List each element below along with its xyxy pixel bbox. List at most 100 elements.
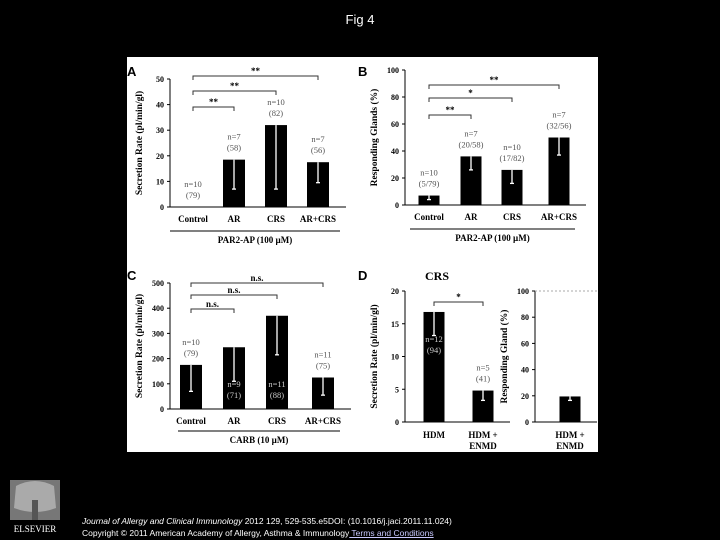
n-label: n=7 [311,134,324,144]
y-tick-label: 100 [152,380,164,389]
citation: Journal of Allergy and Clinical Immunolo… [82,515,452,539]
x-tick-label: CRS [268,416,286,426]
n-label: n=10 [267,97,285,107]
y-tick-label: 5 [395,385,399,394]
y-tick-label: 100 [517,287,529,296]
n-label: n=10 [182,337,200,347]
n-label: n=11 [314,350,331,360]
y-tick-label: 80 [391,93,399,102]
significance-label: n.s. [206,299,219,309]
count-label: (32/56) [546,121,571,131]
x-tick-label: Control [414,212,444,222]
y-tick-label: 15 [391,320,399,329]
significance-bracket [428,97,513,102]
y-axis-label: Secretion Rate (pl/min/gl) [134,294,145,398]
group-label: CARB (10 µM) [230,435,289,445]
x-tick-label: HDM [423,430,446,440]
x-tick-label: CRS [503,212,521,222]
x-tick-label: HDM + [555,430,584,440]
elsevier-logo: ELSEVIER [10,480,60,534]
bar-hdm [423,311,445,422]
x-tick-label: Control [178,214,208,224]
n-label: n=12 [425,334,443,344]
significance-label: * [456,292,461,302]
significance-bracket [190,308,235,313]
significance-label: * [468,88,473,98]
count-label: (17/82) [499,153,524,163]
group-label: PAR2-AP (100 µM) [455,233,530,243]
y-tick-label: 100 [387,66,399,75]
significance-bracket [433,301,484,306]
count-label: (82) [269,108,283,118]
y-axis-label: Responding Glands (%) [369,89,380,187]
count-label: (58) [227,143,241,153]
n-label: n=7 [552,110,565,120]
n-label: n=7 [464,128,477,138]
y-tick-label: 400 [152,304,164,313]
n-label: n=11 [268,379,285,389]
n-label: n=10 [420,168,438,178]
n-label: n=10 [184,179,202,189]
bar-hdm-enmd [472,390,494,422]
bar-ar [460,156,482,205]
significance-label: ** [209,97,219,107]
n-label: n=10 [503,142,521,152]
y-axis-label: Secretion Rate (pl/min/gl) [369,304,380,408]
bar-ar-crs [548,137,570,205]
significance-label: ** [446,105,456,115]
x-tick-label: ENMD [556,441,584,451]
y-tick-label: 40 [156,101,164,110]
y-tick-label: 0 [395,418,399,427]
y-axis-label: Responding Gland (%) [499,310,510,404]
y-tick-label: 60 [391,120,399,129]
copyright: Copyright © 2011 American Academy of All… [82,528,350,538]
significance-bracket [192,106,235,111]
x-tick-label: CRS [267,214,285,224]
n-label: n=7 [227,132,240,142]
x-tick-label: AR [228,416,241,426]
journal-name: Journal of Allergy and Clinical Immunolo… [82,516,243,526]
n-label: n=5 [476,363,489,373]
significance-label: n.s. [227,285,240,295]
significance-label: n.s. [250,273,263,283]
terms-and-conditions-link[interactable]: Terms and Conditions [349,528,434,538]
significance-bracket [428,114,472,119]
slide-title: Fig 4 [345,12,375,27]
y-tick-label: 20 [391,287,399,296]
y-tick-label: 0 [395,201,399,210]
svg-text:ELSEVIER: ELSEVIER [14,524,57,534]
x-tick-label: AR [465,212,478,222]
figure-4: A 0 10 20 30 40 50 Secretion Rate (pl/min/gl) Co… [127,57,598,452]
bar-crs [501,169,523,205]
x-tick-label: AR+CRS [541,212,577,222]
y-tick-label: 20 [521,392,529,401]
y-tick-label: 0 [525,418,529,427]
count-label: (56) [311,145,325,155]
y-tick-label: 60 [521,339,529,348]
panel-label-c: C [127,268,137,283]
y-tick-label: 500 [152,279,164,288]
significance-label: ** [251,66,261,76]
y-tick-label: 300 [152,329,164,338]
n-label: n=9 [227,379,240,389]
y-tick-label: 30 [156,126,164,135]
x-tick-label: AR+CRS [305,416,341,426]
significance-label: ** [490,75,500,85]
count-label: (94) [427,345,441,355]
count-label: (71) [227,390,241,400]
y-tick-label: 0 [160,203,164,212]
count-label: (20/58) [458,139,483,149]
count-label: (75) [316,361,330,371]
y-tick-label: 50 [156,75,164,84]
panel-label-a: A [127,64,137,79]
bar-ar-crs [307,162,329,207]
y-tick-label: 20 [156,152,164,161]
y-tick-label: 200 [152,355,164,364]
count-label: (79) [186,190,200,200]
y-tick-label: 40 [521,366,529,375]
x-tick-label: AR+CRS [300,214,336,224]
significance-bracket [190,282,324,287]
count-label: (41) [476,374,490,384]
significance-bracket [190,294,278,299]
